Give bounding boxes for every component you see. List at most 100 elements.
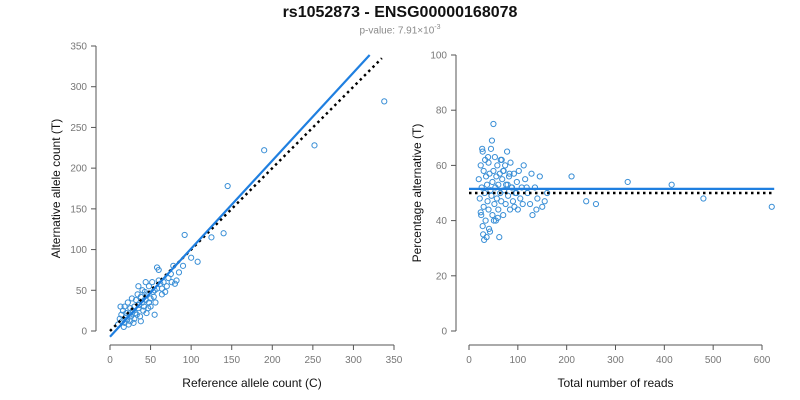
right-data-point — [505, 173, 513, 180]
left-data-point — [126, 311, 133, 318]
left-data-point — [145, 305, 152, 312]
left-data-point — [132, 296, 140, 304]
left-data-point — [188, 254, 195, 261]
left-data-point — [135, 283, 142, 290]
left-data-point — [168, 279, 175, 286]
left-data-point — [151, 311, 158, 318]
right-data-point — [480, 203, 487, 210]
left-data-point — [163, 283, 170, 290]
right-data-point — [483, 181, 491, 188]
left-reference-line — [109, 57, 383, 332]
right-data-point — [514, 206, 521, 213]
left-x-tick-label: 100 — [183, 355, 200, 366]
right-data-point — [513, 178, 520, 186]
right-data-point — [528, 170, 535, 177]
left-x-tick-label: 0 — [107, 355, 113, 366]
right-y-tick-label: 100 — [430, 51, 447, 62]
left-data-point — [120, 323, 127, 331]
right-data-point — [481, 236, 488, 244]
left-y-tick-label: 50 — [76, 286, 88, 297]
right-data-point — [539, 203, 546, 210]
right-data-point — [482, 173, 490, 180]
left-data-point — [153, 264, 161, 271]
right-y-tick-label: 60 — [436, 161, 448, 172]
right-data-point — [494, 162, 501, 169]
chart-subtitle: p-value: 7.91×10-3 — [0, 24, 800, 36]
left-data-point — [261, 147, 268, 154]
left-x-tick-label: 50 — [145, 355, 157, 366]
right-data-point — [700, 195, 707, 202]
right-data-point — [624, 178, 631, 186]
right-y-tick-label: 20 — [436, 271, 448, 282]
right-data-point — [486, 228, 494, 235]
right-data-point — [519, 200, 526, 208]
left-data-point — [133, 311, 140, 318]
left-y-tick-label: 100 — [70, 245, 87, 256]
right-data-point — [500, 167, 507, 175]
left-data-point — [145, 283, 153, 290]
right-data-point — [495, 181, 502, 188]
right-data-point — [523, 184, 530, 191]
right-data-point — [592, 200, 600, 208]
right-x-tick-label: 100 — [509, 355, 526, 366]
right-data-point — [477, 162, 484, 169]
left-data-point — [145, 299, 153, 306]
right-data-point — [583, 198, 590, 205]
right-data-point — [488, 137, 496, 144]
right-x-tick-label: 600 — [754, 355, 771, 366]
left-data-point — [220, 230, 227, 237]
right-data-point — [529, 211, 536, 219]
right-data-point — [501, 187, 508, 194]
right-data-point — [496, 234, 503, 241]
right-data-point — [506, 206, 514, 213]
right-data-point — [526, 200, 534, 208]
left-data-point — [147, 295, 154, 302]
left-data-point — [162, 288, 169, 296]
right-y-tick-label: 40 — [436, 216, 448, 227]
left-data-point — [149, 279, 156, 286]
right-data-point — [478, 184, 485, 191]
right-data-point — [568, 173, 575, 180]
subtitle-prefix: p-value: 7.91×10 — [359, 25, 435, 37]
left-x-tick-label: 300 — [345, 355, 362, 366]
left-data-point — [171, 280, 179, 287]
right-data-point — [479, 148, 486, 155]
left-data-point — [208, 234, 215, 241]
left-data-point — [142, 279, 149, 286]
left-data-point — [175, 269, 183, 276]
left-data-point — [140, 303, 148, 310]
right-data-point — [479, 223, 486, 230]
right-data-point — [509, 198, 517, 205]
left-x-tick-label: 250 — [305, 355, 322, 366]
right-data-point — [487, 145, 495, 152]
left-data-point — [381, 98, 388, 105]
right-y-tick-label: 0 — [441, 327, 447, 338]
right-data-point — [534, 195, 541, 202]
right-data-point — [480, 231, 487, 238]
right-data-point — [479, 145, 486, 152]
right-data-point — [488, 192, 495, 199]
right-data-point — [536, 173, 543, 180]
right-data-point — [484, 198, 491, 205]
left-data-point — [121, 303, 128, 310]
left-data-point — [311, 142, 318, 149]
left-data-point — [128, 295, 136, 302]
right-data-point — [475, 176, 482, 183]
left-y-axis-label: Alternative allele count (T) — [49, 119, 63, 258]
right-data-point — [493, 173, 500, 180]
left-data-point — [179, 262, 187, 269]
left-data-point — [224, 182, 231, 190]
right-data-point — [476, 195, 483, 202]
right-data-point — [533, 206, 540, 213]
left-data-point — [124, 299, 131, 306]
right-data-point — [531, 184, 539, 191]
right-data-point — [485, 225, 493, 232]
chart-title: rs1052873 - ENSG00000168078 — [282, 4, 518, 21]
left-y-tick-label: 300 — [70, 82, 87, 93]
right-data-point — [489, 178, 496, 186]
right-data-point — [478, 211, 485, 219]
right-data-point — [502, 200, 509, 208]
right-data-point — [510, 170, 518, 177]
right-data-point — [491, 200, 498, 208]
